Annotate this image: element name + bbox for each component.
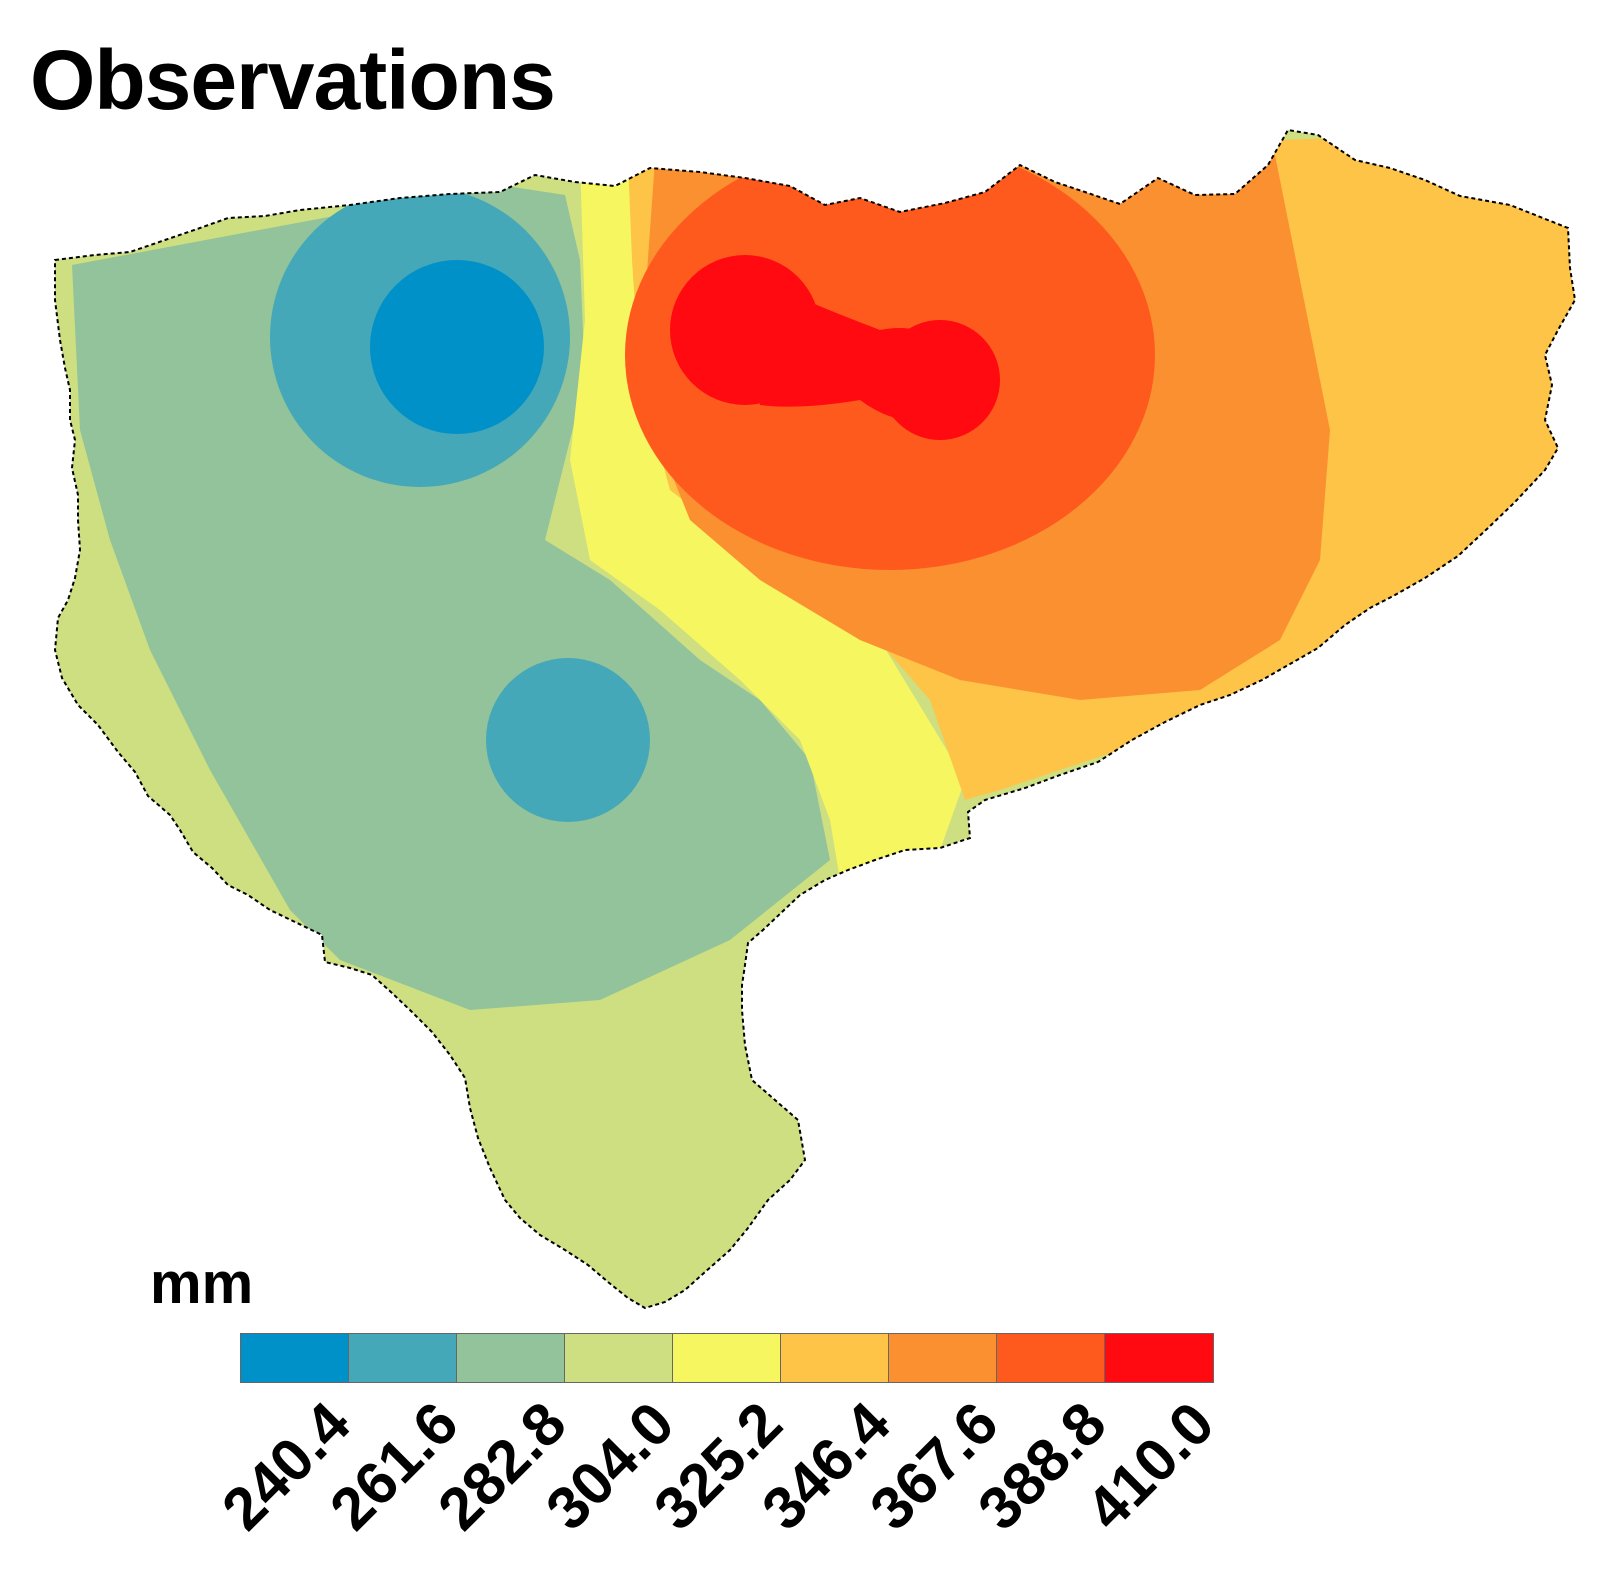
colorbar-swatch	[673, 1334, 781, 1382]
colorbar-swatch	[1105, 1334, 1213, 1382]
colorbar-swatch	[241, 1334, 349, 1382]
colorbar-swatch	[997, 1334, 1105, 1382]
colorbar-unit-label: mm	[150, 1251, 254, 1316]
colorbar-swatch	[457, 1334, 565, 1382]
colorbar-swatch	[781, 1334, 889, 1382]
colorbar-swatch	[889, 1334, 997, 1382]
colorbar-swatch	[565, 1334, 673, 1382]
map-title: Observations	[30, 33, 556, 127]
colorbar	[240, 1333, 1214, 1383]
colorbar-swatch	[349, 1334, 457, 1382]
